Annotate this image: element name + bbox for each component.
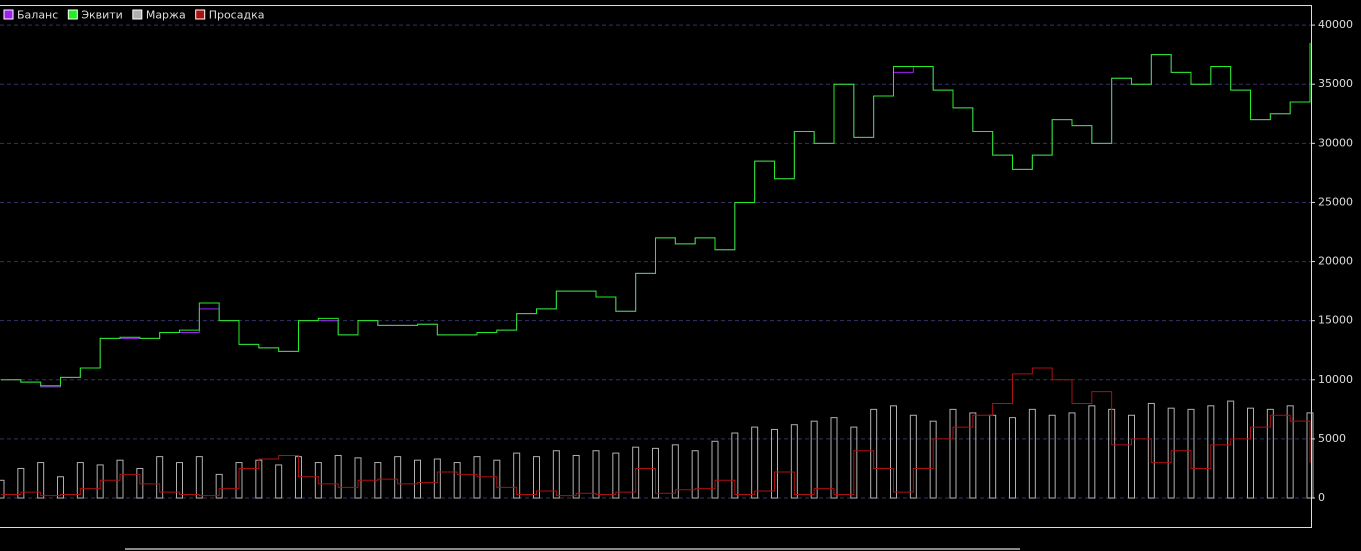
margin-bar: [176, 462, 183, 499]
margin-bar: [711, 440, 719, 499]
margin-bar: [1128, 414, 1135, 499]
legend-label: Просадка: [209, 9, 265, 22]
margin-bar: [850, 426, 858, 499]
margin-bar: [17, 467, 25, 499]
margin-bar: [572, 454, 580, 499]
margin-bar: [1286, 405, 1294, 499]
margin-bar: [76, 462, 84, 499]
margin-bar: [1247, 407, 1254, 499]
margin-bar: [691, 450, 699, 499]
series-line: [1, 42, 1311, 387]
margin-bar: [1227, 400, 1235, 499]
legend-swatch: [67, 9, 78, 20]
margin-bar: [433, 458, 441, 499]
y-tick-label: 30000: [1318, 136, 1353, 149]
margin-bar: [394, 456, 402, 499]
margin-bar: [731, 432, 739, 499]
margin-bar: [1009, 417, 1016, 499]
margin-bar: [1266, 408, 1274, 499]
legend-swatch: [132, 9, 143, 20]
margin-bar: [334, 454, 342, 499]
margin-bar: [1207, 405, 1215, 499]
margin-bar: [1167, 407, 1175, 499]
margin-bar: [1028, 408, 1036, 499]
legend: Баланс Эквити Маржа Просадка: [3, 9, 265, 22]
margin-bar: [513, 452, 521, 499]
margin-bar: [57, 476, 64, 499]
legend-swatch: [3, 9, 14, 20]
margin-bar: [810, 420, 818, 499]
y-tick-label: 40000: [1318, 18, 1353, 31]
margin-bar: [1068, 412, 1076, 499]
margin-bar: [790, 424, 798, 499]
margin-bar: [493, 459, 501, 499]
legend-swatch: [195, 9, 206, 20]
legend-label: Эквити: [81, 9, 123, 22]
margin-bar: [136, 467, 144, 499]
margin-bar: [235, 462, 243, 499]
margin-bar: [771, 428, 778, 499]
margin-bar: [1147, 402, 1155, 499]
margin-bar: [116, 459, 124, 499]
margin-bar: [890, 405, 897, 499]
legend-label: Маржа: [146, 9, 186, 22]
y-tick-label: 35000: [1318, 77, 1353, 90]
margin-bar: [314, 462, 322, 499]
margin-bar: [0, 479, 5, 499]
margin-bar: [414, 459, 421, 499]
margin-bar: [830, 417, 838, 499]
margin-bar: [275, 464, 283, 499]
margin-bar: [1187, 408, 1195, 499]
margin-bar: [612, 452, 620, 499]
margin-bar: [969, 412, 977, 499]
margin-bar: [354, 457, 362, 499]
margin-bar: [632, 446, 640, 499]
margin-bar: [453, 462, 461, 499]
margin-bar: [1306, 412, 1314, 499]
margin-bar: [215, 473, 223, 499]
y-tick-label: 10000: [1318, 373, 1353, 386]
margin-bar: [909, 414, 917, 499]
margin-bar: [929, 420, 937, 499]
margin-bar: [37, 462, 45, 499]
series-line: [1, 367, 1311, 497]
y-tick-label: 0: [1318, 491, 1325, 504]
margin-bar: [870, 408, 878, 499]
margin-bar: [533, 456, 540, 499]
y-tick-label: 25000: [1318, 195, 1353, 208]
y-tick-label: 5000: [1318, 432, 1346, 445]
margin-bar: [671, 444, 679, 499]
legend-label: Баланс: [17, 9, 58, 22]
margin-bar: [1088, 405, 1096, 499]
margin-bar: [156, 456, 164, 499]
y-tick-label: 20000: [1318, 255, 1353, 268]
margin-bar: [552, 450, 560, 499]
margin-bar: [1048, 414, 1056, 499]
y-tick-label: 15000: [1318, 314, 1353, 327]
margin-bar: [652, 447, 659, 499]
margin-bar: [592, 450, 600, 499]
margin-bar: [949, 408, 957, 499]
margin-bar: [195, 456, 203, 499]
margin-bar: [96, 464, 104, 499]
margin-bar: [473, 456, 481, 499]
plot: [0, 24, 1314, 499]
margin-bar: [751, 426, 759, 499]
